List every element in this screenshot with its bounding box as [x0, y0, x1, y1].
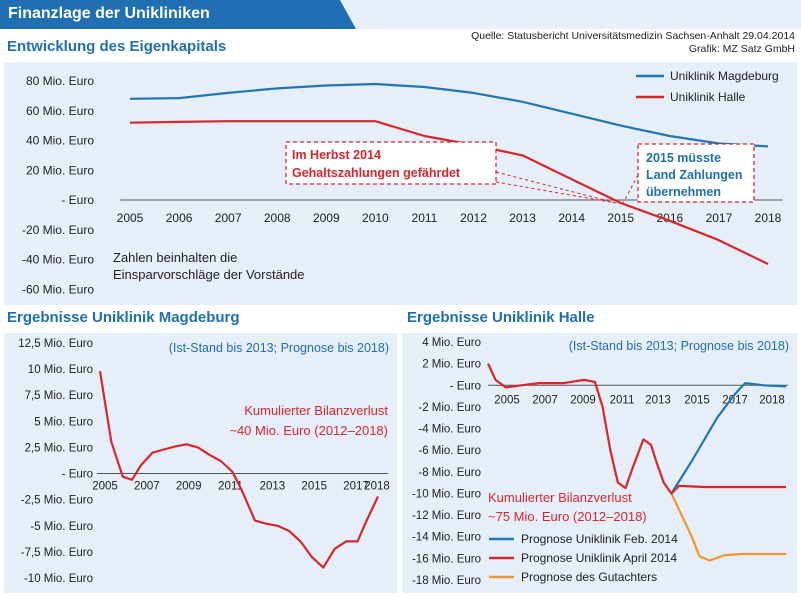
- top-x-tick-label: 2010: [362, 211, 389, 225]
- top-x-tick-label: 2012: [460, 211, 487, 225]
- callout-herbst-line: Im Herbst 2014: [292, 148, 381, 162]
- top-x-tick-label: 2006: [166, 211, 193, 225]
- top-x-tick-label: 2015: [607, 211, 634, 225]
- series-line-halle-feb: [670, 382, 787, 495]
- mag-x-tick-label: 2007: [134, 481, 160, 493]
- mag-y-tick-label: -2,5 Mio. Euro: [21, 495, 93, 507]
- halle-x-tick-label: 2007: [532, 394, 558, 406]
- top-chart-title: Entwicklung des Eigenkapitals: [7, 38, 227, 55]
- magdeburg-chart-title: Ergebnisse Uniklinik Magdeburg: [7, 309, 240, 326]
- top-x-tick-label: 2018: [755, 211, 782, 225]
- callout-pointer: [622, 174, 639, 204]
- halle-x-tick-label: 2005: [494, 394, 520, 406]
- halle-y-tick-label: -8 Mio. Euro: [418, 467, 481, 479]
- title-banner: Finanzlage der Unikliniken: [0, 0, 356, 29]
- halle-y-tick-label: -6 Mio. Euro: [418, 445, 481, 457]
- halle-y-tick-label: 4 Mio. Euro: [422, 337, 481, 349]
- callout-land-line: übernehmen: [646, 185, 721, 199]
- mag-y-tick-label: -10 Mio. Euro: [24, 573, 93, 585]
- halle-annotation-line: Kumulierter Bilanzverlust: [488, 490, 632, 505]
- credit-note: Grafik: MZ Satz GmbH: [688, 43, 795, 55]
- legend-label: Uniklinik Halle: [670, 90, 746, 104]
- mag-x-tick-label: 2013: [260, 481, 286, 493]
- top-x-tick-label: 2009: [313, 211, 340, 225]
- mag-y-tick-label: -7,5 Mio. Euro: [21, 547, 93, 559]
- top-x-tick-label: 2005: [117, 211, 144, 225]
- halle-x-tick-label: 2011: [610, 394, 635, 406]
- mag-x-tick-label: 2005: [92, 481, 118, 493]
- top-y-tick-label: 40 Mio. Euro: [26, 134, 94, 148]
- top-x-tick-label: 2007: [215, 211, 242, 225]
- mag-y-tick-label: - Euro: [62, 469, 93, 481]
- callout-box-herbst: [285, 141, 497, 185]
- top-note-line: Einsparvorschläge der Vorstände: [113, 267, 305, 282]
- page-title: Finanzlage der Unikliniken: [8, 5, 210, 22]
- callout-pointer: [495, 171, 616, 204]
- legend-label: Uniklinik Magdeburg: [670, 69, 779, 83]
- halle-x-tick-label: 2013: [645, 394, 671, 406]
- mag-y-tick-label: 5 Mio. Euro: [34, 416, 93, 428]
- halle-y-tick-label: -2 Mio. Euro: [418, 402, 481, 414]
- series-line-halle-april: [487, 363, 786, 495]
- callout-land-line: Land Zahlungen: [646, 168, 743, 182]
- top-x-tick-label: 2016: [656, 211, 683, 225]
- halle-chart-title: Ergebnisse Uniklinik Halle: [407, 309, 595, 326]
- series-line-magdeburg: [129, 82, 769, 148]
- magdeburg-chart-panel: [4, 333, 397, 593]
- series-line-gutachter: [670, 493, 786, 562]
- halle-x-tick-label: 2018: [759, 394, 785, 406]
- top-note-line: Zahlen beinhalten die: [113, 250, 237, 265]
- halle-y-tick-label: -10 Mio. Euro: [412, 488, 481, 500]
- callout-pointer: [495, 181, 616, 204]
- top-y-tick-label: 20 Mio. Euro: [26, 163, 94, 177]
- halle-y-tick-label: -16 Mio. Euro: [412, 553, 481, 565]
- halle-legend-label: Prognose Uniklinik April 2014: [521, 551, 677, 565]
- source-note: Quelle: Statusbericht Universitätsmedizi…: [471, 30, 795, 42]
- mag-annotation-line: ~40 Mio. Euro (2012–2018): [229, 423, 388, 438]
- callout-box-land: [637, 143, 755, 203]
- mag-y-tick-label: 7,5 Mio. Euro: [25, 390, 93, 402]
- halle-y-tick-label: -14 Mio. Euro: [412, 532, 481, 544]
- top-x-tick-label: 2008: [264, 211, 291, 225]
- top-y-tick-label: -60 Mio. Euro: [22, 282, 94, 296]
- callout-land-line: 2015 müsste: [646, 151, 721, 165]
- top-x-tick-label: 2011: [412, 211, 438, 225]
- mag-annotation-line: Kumulierter Bilanzverlust: [244, 403, 388, 418]
- top-x-tick-label: 2013: [509, 211, 536, 225]
- halle-chart-panel: [402, 333, 797, 593]
- halle-subtitle: (Ist-Stand bis 2013; Prognose bis 2018): [569, 339, 789, 353]
- top-x-tick-label: 2017: [706, 211, 733, 225]
- top-y-tick-label: 60 Mio. Euro: [26, 104, 94, 118]
- top-x-tick-label: 2014: [558, 211, 585, 225]
- top-y-tick-label: -40 Mio. Euro: [22, 253, 94, 267]
- callout-herbst-line: Gehaltszahlungen gefährdet: [292, 166, 461, 180]
- halle-legend-label: Prognose des Gutachters: [521, 570, 657, 584]
- series-line-magdeburg-result: [98, 371, 379, 569]
- mag-x-tick-label: 2018: [364, 481, 390, 493]
- mag-subtitle: (Ist-Stand bis 2013; Prognose bis 2018): [169, 341, 389, 355]
- mag-y-tick-label: 12,5 Mio. Euro: [18, 338, 93, 350]
- series-line-halle: [129, 120, 769, 265]
- halle-x-tick-label: 2015: [684, 394, 710, 406]
- halle-y-tick-label: - Euro: [450, 380, 481, 392]
- halle-legend-label: Prognose Uniklinik Feb. 2014: [521, 532, 678, 546]
- halle-y-tick-label: -18 Mio. Euro: [412, 575, 481, 587]
- halle-y-tick-label: -12 Mio. Euro: [412, 510, 481, 522]
- mag-y-tick-label: 10 Mio. Euro: [28, 364, 93, 376]
- mag-x-tick-label: 2009: [176, 481, 202, 493]
- mag-y-tick-label: -5 Mio. Euro: [30, 521, 93, 533]
- halle-x-tick-label: 2009: [570, 394, 596, 406]
- mag-x-tick-label: 2011: [218, 481, 243, 493]
- mag-x-tick-label: 2017: [343, 481, 369, 493]
- halle-y-tick-label: -4 Mio. Euro: [418, 424, 481, 436]
- top-y-tick-label: -20 Mio. Euro: [22, 223, 94, 237]
- top-y-tick-label: - Euro: [61, 193, 94, 207]
- halle-y-tick-label: 2 Mio. Euro: [422, 359, 481, 371]
- top-y-tick-label: 80 Mio. Euro: [26, 74, 94, 88]
- mag-x-tick-label: 2015: [301, 481, 327, 493]
- mag-y-tick-label: 2,5 Mio. Euro: [25, 442, 93, 454]
- halle-annotation-line: ~75 Mio. Euro (2012–2018): [488, 509, 647, 524]
